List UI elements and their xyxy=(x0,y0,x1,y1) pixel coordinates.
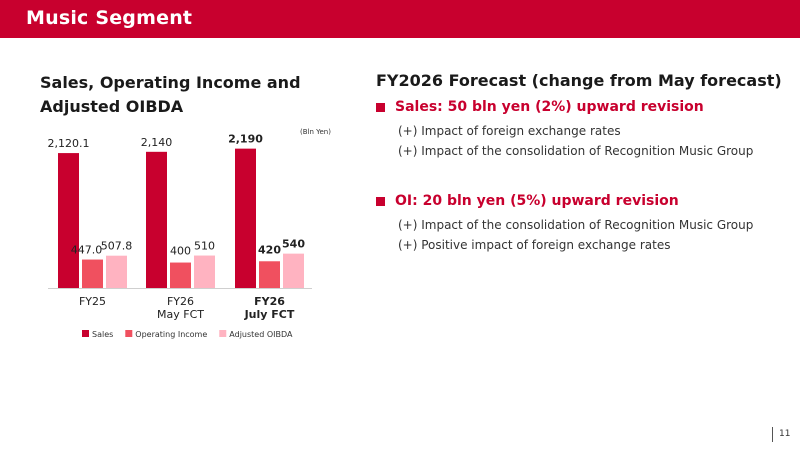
sales-headline-row: Sales: 50 bln yen (2%) upward revision xyxy=(376,99,704,115)
oi-item: (+) Positive impact of foreign exchange … xyxy=(398,238,671,252)
bar-operating-income xyxy=(82,259,103,288)
data-label: 507.8 xyxy=(101,240,133,253)
oi-headline: OI: 20 bln yen (5%) upward revision xyxy=(395,193,679,209)
chart-title: Sales, Operating Income and Adjusted OIB… xyxy=(40,73,301,116)
category-label: FY26 xyxy=(167,295,194,308)
oi-headline-row: OI: 20 bln yen (5%) upward revision xyxy=(376,193,679,209)
bar-adjusted-oibda xyxy=(194,255,215,288)
legend-swatch xyxy=(82,330,89,337)
legend-swatch xyxy=(219,330,227,337)
data-label: 400 xyxy=(170,245,191,258)
legend-label: Adjusted OIBDA xyxy=(229,330,293,339)
bar-sales xyxy=(146,151,167,288)
sales-item: (+) Impact of foreign exchange rates xyxy=(398,124,621,138)
category-label: FY26 xyxy=(254,295,285,308)
category-label: May FCT xyxy=(157,308,204,321)
data-label: 2,190 xyxy=(228,133,263,146)
oi-item: (+) Impact of the consolidation of Recog… xyxy=(398,218,754,232)
unit-note: (Bln Yen) xyxy=(300,128,331,136)
sales-item: (+) Impact of the consolidation of Recog… xyxy=(398,144,754,158)
data-label: 2,120.1 xyxy=(48,137,90,150)
category-label: FY25 xyxy=(79,295,106,308)
data-label: 510 xyxy=(194,240,215,253)
forecast-title: FY2026 Forecast (change from May forecas… xyxy=(376,71,782,90)
bar-sales xyxy=(235,148,256,288)
bullet-square-icon xyxy=(376,196,385,206)
legend-label: Operating Income xyxy=(135,330,207,339)
legend-label: Sales xyxy=(92,330,113,339)
header-banner: Music Segment xyxy=(0,0,800,38)
bar-adjusted-oibda xyxy=(106,255,127,288)
data-label: 447.0 xyxy=(71,244,103,257)
data-label: 540 xyxy=(282,238,305,251)
legend-swatch xyxy=(125,330,133,337)
section-title: Music Segment xyxy=(26,7,193,29)
bullet-square-icon xyxy=(376,102,385,112)
data-label: 2,140 xyxy=(141,136,173,149)
bar-operating-income xyxy=(170,262,191,288)
data-label: 420 xyxy=(258,243,281,256)
category-label: July FCT xyxy=(244,308,295,321)
bar-sales xyxy=(58,153,79,288)
page-number: 11 xyxy=(772,427,790,442)
bar-operating-income xyxy=(259,261,280,288)
bar-adjusted-oibda xyxy=(283,253,304,288)
sales-headline: Sales: 50 bln yen (2%) upward revision xyxy=(395,99,704,115)
